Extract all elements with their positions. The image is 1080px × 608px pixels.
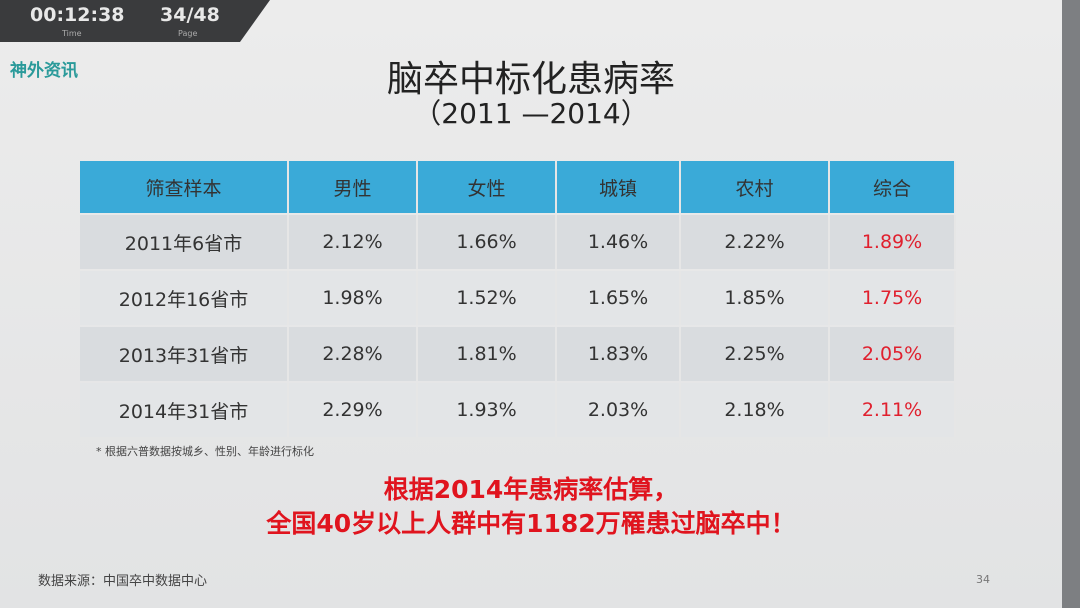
table-cell: 1.66% bbox=[418, 215, 557, 269]
subtitle: （2011 —2014） bbox=[413, 97, 649, 130]
table-cell: 1.52% bbox=[418, 271, 557, 325]
header-cell: 男性 bbox=[289, 161, 418, 213]
header-cell: 农村 bbox=[681, 161, 830, 213]
table-cell: 2014年31省市 bbox=[80, 383, 289, 437]
table-cell: 2.12% bbox=[289, 215, 418, 269]
table-row: 2012年16省市 1.98% 1.52% 1.65% 1.85% 1.75% bbox=[80, 271, 956, 325]
time-label: Time bbox=[62, 29, 82, 38]
table-cell: 2.22% bbox=[681, 215, 830, 269]
table-cell: 2011年6省市 bbox=[80, 215, 289, 269]
table-cell: 1.98% bbox=[289, 271, 418, 325]
highlight: 全国40岁以上人群中有1182万罹患过脑卒中！ bbox=[266, 509, 796, 538]
table-row: 2011年6省市 2.12% 1.66% 1.46% 2.22% 1.89% bbox=[80, 215, 956, 269]
footnote: * 根据六普数据按城乡、性别、年龄进行标化 bbox=[96, 445, 314, 458]
table-cell: 2013年31省市 bbox=[80, 327, 289, 381]
table-cell: 1.85% bbox=[681, 271, 830, 325]
table-cell: 1.93% bbox=[418, 383, 557, 437]
table-cell: 2012年16省市 bbox=[80, 271, 289, 325]
slide-number: 34 bbox=[976, 573, 990, 586]
table-cell: 2.11% bbox=[830, 383, 956, 437]
header-cell: 筛查样本 bbox=[80, 161, 289, 213]
table-cell: 2.29% bbox=[289, 383, 418, 437]
table-row: 2013年31省市 2.28% 1.81% 1.83% 2.25% 2.05% bbox=[80, 327, 956, 381]
table-cell: 1.65% bbox=[557, 271, 681, 325]
table-cell: 2.05% bbox=[830, 327, 956, 381]
table-cell: 2.03% bbox=[557, 383, 681, 437]
page-label: Page bbox=[178, 29, 198, 38]
table: 筛查样本 男性 女性 城镇 农村 综合 2011年6省市 2.12% 1.66% 1.46% 2.2… bbox=[80, 159, 956, 439]
table-cell: 1.89% bbox=[830, 215, 956, 269]
header-cell: 女性 bbox=[418, 161, 557, 213]
logo: 神外资讯 bbox=[10, 61, 78, 81]
time: 00:12:38 bbox=[30, 4, 125, 26]
table-cell: 1.75% bbox=[830, 271, 956, 325]
table-cell: 1.46% bbox=[557, 215, 681, 269]
source: 数据来源：中国卒中数据中心 bbox=[38, 574, 208, 589]
title: 脑卒中标化患病率 bbox=[386, 59, 675, 100]
table-cell: 2.28% bbox=[289, 327, 418, 381]
page-counter: 34/48 bbox=[160, 4, 220, 26]
table-cell: 1.81% bbox=[418, 327, 557, 381]
table-row: 2014年31省市 2.29% 1.93% 2.03% 2.18% 2.11% bbox=[80, 383, 956, 437]
table-cell: 1.83% bbox=[557, 327, 681, 381]
player-overlay: 00:12:38 Time 34/48 Page bbox=[0, 0, 270, 42]
header-cell: 综合 bbox=[830, 161, 956, 213]
table-cell: 2.25% bbox=[681, 327, 830, 381]
table-cell: 2.18% bbox=[681, 383, 830, 437]
header-cell: 城镇 bbox=[557, 161, 681, 213]
highlight: 根据2014年患病率估算， bbox=[383, 475, 679, 504]
